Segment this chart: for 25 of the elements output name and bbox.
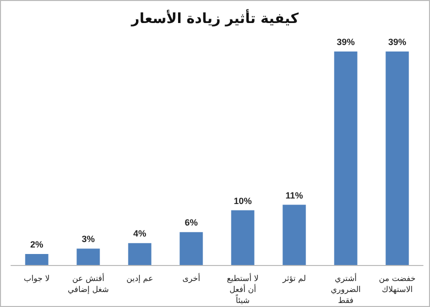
bar	[334, 51, 358, 265]
bar	[76, 248, 100, 265]
bar	[128, 243, 152, 265]
x-tick-label: أخرى	[182, 273, 200, 283]
bar	[25, 254, 48, 265]
bar	[180, 232, 203, 265]
x-tick-label: خفضت من الاستهلاك	[378, 274, 416, 294]
chart-title: كيفية تأثير زيادة الأسعار	[130, 9, 300, 27]
data-label: 11%	[285, 190, 304, 200]
bar	[386, 51, 409, 265]
x-tick-label: أشتري الضروري فقط	[330, 273, 361, 305]
data-label: 39%	[336, 36, 355, 47]
x-tick-label: لم تؤثر	[282, 274, 306, 283]
x-tick-label: أفتش عن شغل إضافي	[68, 273, 110, 294]
data-label: 39%	[388, 36, 406, 47]
data-label: 6%	[184, 218, 198, 228]
data-label: 10%	[234, 196, 252, 206]
bar	[282, 204, 306, 265]
x-tick-label: لا أستطيع أن أفعل شيئاً	[226, 273, 259, 305]
x-tick-label: عم إدين	[126, 274, 154, 283]
x-tick-label: لا جواب	[24, 274, 50, 283]
bar	[231, 210, 254, 265]
data-label: 4%	[133, 228, 146, 239]
data-label: 3%	[82, 234, 95, 244]
data-label: 2%	[30, 240, 44, 250]
